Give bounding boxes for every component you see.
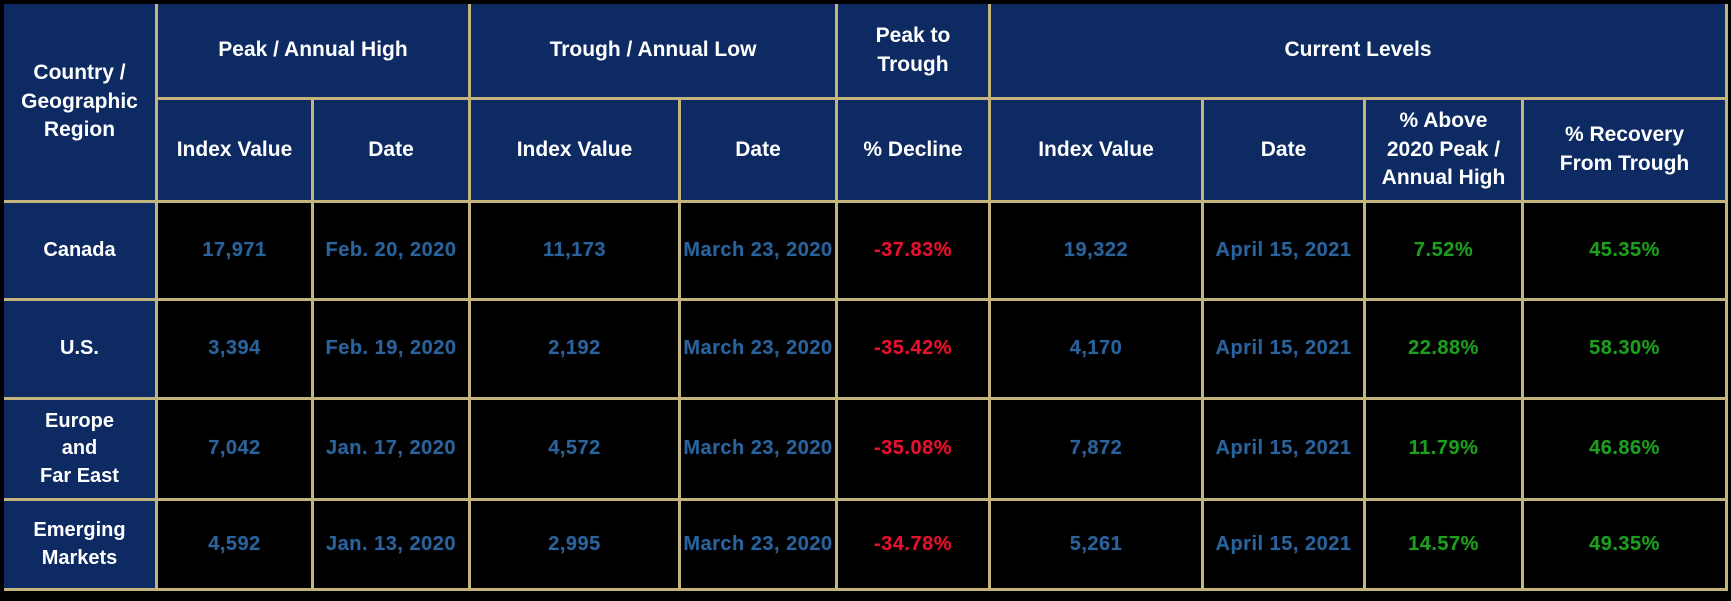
header-group-trough-annual-low: Trough / Annual Low bbox=[471, 4, 835, 97]
percent-decline-cell: -35.42% bbox=[838, 301, 988, 397]
peak-index-cell: 3,394 bbox=[158, 301, 311, 397]
percent-decline-cell: -34.78% bbox=[838, 501, 988, 588]
current-index-cell: 19,322 bbox=[991, 203, 1201, 298]
trough-index-cell: 2,192 bbox=[471, 301, 678, 397]
percent-decline-cell: -35.08% bbox=[838, 400, 988, 498]
subheader-current-date: Date bbox=[1204, 100, 1363, 200]
peak-index-cell: 17,971 bbox=[158, 203, 311, 298]
subheader-trough-date: Date bbox=[681, 100, 835, 200]
subheader-percent-decline: % Decline bbox=[838, 100, 988, 200]
percent-above-peak-cell: 14.57% bbox=[1366, 501, 1521, 588]
subheader-peak-date: Date bbox=[314, 100, 468, 200]
region-cell-canada: Canada bbox=[4, 203, 155, 298]
header-group-current-levels: Current Levels bbox=[991, 4, 1725, 97]
percent-above-peak-cell: 22.88% bbox=[1366, 301, 1521, 397]
percent-recovery-cell: 46.86% bbox=[1524, 400, 1725, 498]
trough-index-cell: 2,995 bbox=[471, 501, 678, 588]
percent-recovery-cell: 58.30% bbox=[1524, 301, 1725, 397]
percent-decline-cell: -37.83% bbox=[838, 203, 988, 298]
subheader-trough-index-value: Index Value bbox=[471, 100, 678, 200]
peak-date-cell: Feb. 19, 2020 bbox=[314, 301, 468, 397]
trough-date-cell: March 23, 2020 bbox=[681, 400, 835, 498]
current-index-cell: 7,872 bbox=[991, 400, 1201, 498]
market-index-table: Country / Geographic Region Peak / Annua… bbox=[4, 4, 1728, 591]
peak-date-cell: Jan. 13, 2020 bbox=[314, 501, 468, 588]
region-cell-europe-far-east: Europe and Far East bbox=[4, 400, 155, 498]
peak-index-cell: 4,592 bbox=[158, 501, 311, 588]
subheader-peak-index-value: Index Value bbox=[158, 100, 311, 200]
table-grid: Country / Geographic Region Peak / Annua… bbox=[4, 4, 1728, 591]
subheader-percent-recovery: % Recovery From Trough bbox=[1524, 100, 1725, 200]
subheader-current-index-value: Index Value bbox=[991, 100, 1201, 200]
current-date-cell: April 15, 2021 bbox=[1204, 301, 1363, 397]
header-country-region: Country / Geographic Region bbox=[4, 4, 155, 200]
current-date-cell: April 15, 2021 bbox=[1204, 501, 1363, 588]
header-group-peak-annual-high: Peak / Annual High bbox=[158, 4, 468, 97]
peak-date-cell: Feb. 20, 2020 bbox=[314, 203, 468, 298]
trough-index-cell: 11,173 bbox=[471, 203, 678, 298]
percent-above-peak-cell: 7.52% bbox=[1366, 203, 1521, 298]
header-group-peak-to-trough: Peak to Trough bbox=[838, 4, 988, 97]
trough-date-cell: March 23, 2020 bbox=[681, 301, 835, 397]
current-index-cell: 5,261 bbox=[991, 501, 1201, 588]
current-date-cell: April 15, 2021 bbox=[1204, 203, 1363, 298]
current-index-cell: 4,170 bbox=[991, 301, 1201, 397]
trough-date-cell: March 23, 2020 bbox=[681, 501, 835, 588]
subheader-percent-above-peak: % Above 2020 Peak / Annual High bbox=[1366, 100, 1521, 200]
region-cell-us: U.S. bbox=[4, 301, 155, 397]
percent-recovery-cell: 45.35% bbox=[1524, 203, 1725, 298]
percent-above-peak-cell: 11.79% bbox=[1366, 400, 1521, 498]
trough-date-cell: March 23, 2020 bbox=[681, 203, 835, 298]
peak-index-cell: 7,042 bbox=[158, 400, 311, 498]
trough-index-cell: 4,572 bbox=[471, 400, 678, 498]
peak-date-cell: Jan. 17, 2020 bbox=[314, 400, 468, 498]
percent-recovery-cell: 49.35% bbox=[1524, 501, 1725, 588]
region-cell-emerging-markets: Emerging Markets bbox=[4, 501, 155, 588]
current-date-cell: April 15, 2021 bbox=[1204, 400, 1363, 498]
